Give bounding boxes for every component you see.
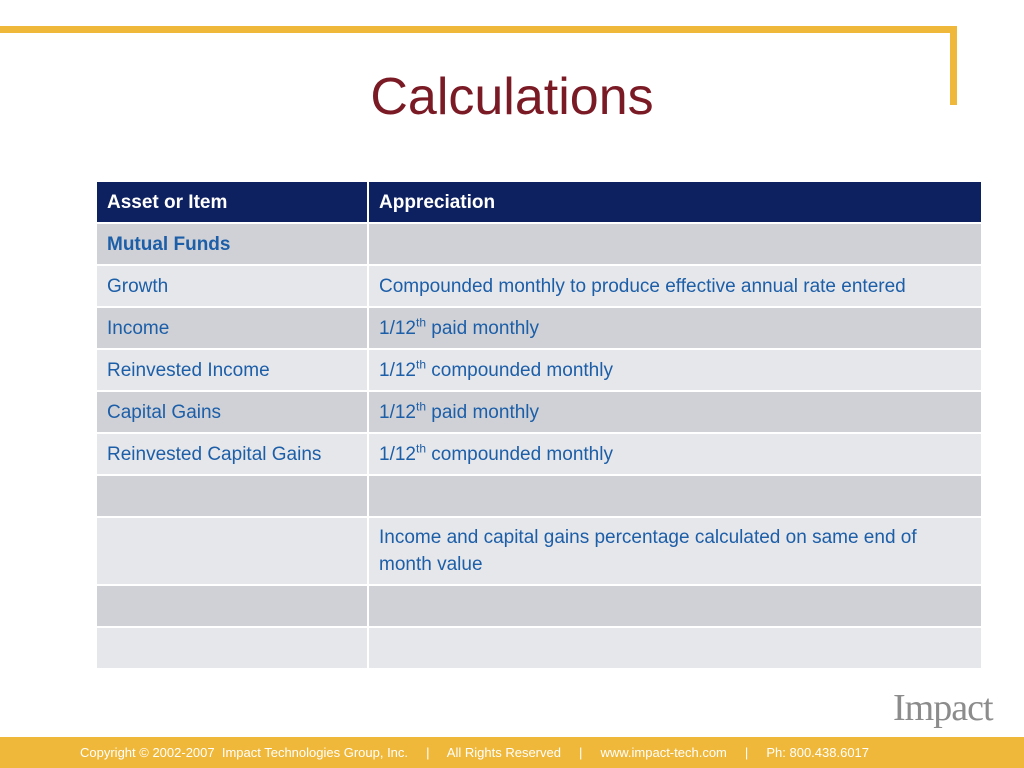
item-cell: Reinvested Capital Gains <box>95 432 369 476</box>
table-row: Capital Gains 1/12th paid monthly <box>95 390 983 434</box>
fraction-text: 1/12 <box>379 443 416 465</box>
fraction-text: 1/12 <box>379 317 416 339</box>
right-accent-rule <box>950 26 957 105</box>
appreciation-cell: 1/12th paid monthly <box>367 306 983 350</box>
empty-cell <box>95 516 369 586</box>
empty-cell <box>367 584 983 628</box>
header-asset-or-item: Asset or Item <box>95 180 369 224</box>
appreciation-cell: 1/12th compounded monthly <box>367 432 983 476</box>
top-accent-rule <box>0 26 957 33</box>
fraction-text: 1/12 <box>379 401 416 423</box>
table-row-empty <box>95 626 983 670</box>
table-row-empty <box>95 474 983 518</box>
empty-cell <box>95 474 369 518</box>
fraction-text: 1/12 <box>379 359 416 381</box>
ordinal-suffix: th <box>415 315 426 330</box>
table-row: Reinvested Capital Gains 1/12th compound… <box>95 432 983 476</box>
table-row-empty <box>95 584 983 628</box>
method-text: paid monthly <box>426 401 540 423</box>
method-text: compounded monthly <box>426 443 613 465</box>
empty-cell <box>367 474 983 518</box>
method-text: paid monthly <box>426 317 540 339</box>
table-row: Reinvested Income 1/12th compounded mont… <box>95 348 983 392</box>
footer-text: Copyright © 2002-2007 Impact Technologie… <box>80 745 870 760</box>
appreciation-cell: Compounded monthly to produce effective … <box>367 264 983 308</box>
appreciation-cell: 1/12th paid monthly <box>367 390 983 434</box>
ordinal-suffix: th <box>415 399 426 414</box>
empty-cell <box>95 626 369 670</box>
method-text: compounded monthly <box>426 359 613 381</box>
empty-cell <box>367 626 983 670</box>
item-cell: Reinvested Income <box>95 348 369 392</box>
footer-bar: Copyright © 2002-2007 Impact Technologie… <box>0 737 1024 768</box>
section-label-mutual-funds: Mutual Funds <box>95 222 369 266</box>
table-row-note: Income and capital gains percentage calc… <box>95 516 983 586</box>
appreciation-cell: 1/12th compounded monthly <box>367 348 983 392</box>
ordinal-suffix: th <box>415 441 426 456</box>
item-cell: Capital Gains <box>95 390 369 434</box>
item-cell: Growth <box>95 264 369 308</box>
table-row: Growth Compounded monthly to produce eff… <box>95 264 983 308</box>
slide-title: Calculations <box>370 68 654 126</box>
note-cell: Income and capital gains percentage calc… <box>367 516 983 586</box>
table-row: Mutual Funds <box>95 222 983 266</box>
impact-logo: Impact <box>893 687 994 729</box>
empty-cell <box>367 222 983 266</box>
table-row: Income 1/12th paid monthly <box>95 306 983 350</box>
table-header-row: Asset or Item Appreciation <box>95 180 983 224</box>
ordinal-suffix: th <box>415 357 426 372</box>
item-cell: Income <box>95 306 369 350</box>
header-appreciation: Appreciation <box>367 180 983 224</box>
calculations-table: Asset or Item Appreciation Mutual Funds … <box>95 180 983 670</box>
empty-cell <box>95 584 369 628</box>
